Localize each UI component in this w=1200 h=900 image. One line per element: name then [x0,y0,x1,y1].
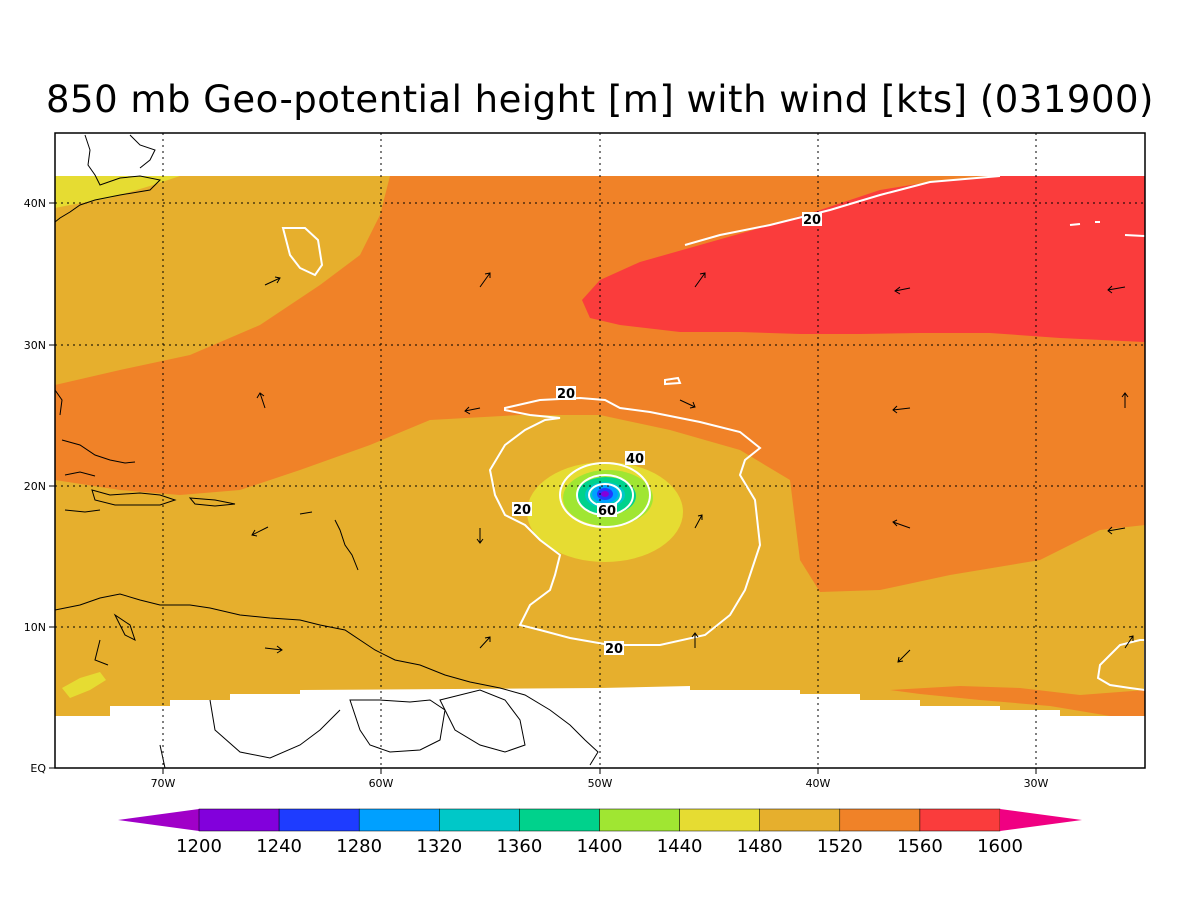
colorbar-label: 1440 [657,836,703,857]
lon-tick-label: 70W [151,777,176,790]
wind-vectors [251,272,1134,663]
coastlines [55,134,599,768]
lat-tick-label: 40N [24,197,46,210]
lon-tick-labels: 70W 60W 50W 40W 30W [151,777,1049,790]
colorbar-label: 1560 [897,836,943,857]
contour-label: 20 [513,503,531,518]
colorbar-label: 1320 [416,836,462,857]
colorbar-label: 1520 [817,836,863,857]
colorbar-label: 1400 [577,836,623,857]
colorbar-bin [198,808,280,832]
contour-label: 40 [626,452,644,467]
field-1480-sa [62,672,106,698]
lon-tick-label: 40W [806,777,831,790]
colorbar-bin [919,808,1001,832]
lon-tick-label: 50W [588,777,613,790]
field-1240-storm [601,491,609,497]
contour-label: 20 [557,387,575,402]
colorbar-bins [198,808,1001,832]
colorbar-bin [679,808,760,832]
colorbar: 1200 1240 1280 1320 1360 1400 1440 1480 1520 1560… [118,808,1082,857]
contour-label: 20 [605,642,623,657]
colorbar-bin [759,808,841,832]
lat-tick-label: 30N [24,339,46,352]
colorbar-label: 1600 [977,836,1023,857]
lat-tick-label: 10N [24,621,46,634]
colorbar-label: 1240 [256,836,302,857]
lat-tick-labels: 40N 30N 20N 10N EQ [24,197,47,775]
colorbar-bin [358,808,440,832]
colorbar-bin [599,808,680,832]
height-field [55,133,1145,768]
field-1560-south [890,686,1145,716]
colorbar-bin [439,808,520,832]
lat-tick-label: EQ [30,762,46,775]
colorbar-label: 1480 [737,836,783,857]
lat-tick-label: 20N [24,480,46,493]
contour-label: 20 [803,213,821,228]
lon-tick-label: 60W [369,777,394,790]
colorbar-high-end [1000,809,1082,831]
colorbar-bin [839,808,921,832]
wind-contour-labels: 20 20 20 20 40 60 [512,212,822,657]
colorbar-label: 1200 [176,836,222,857]
colorbar-bin [278,808,360,832]
colorbar-low-end [118,809,199,831]
colorbar-labels: 1200 1240 1280 1320 1360 1400 1440 1480 1520 1560… [176,836,1023,857]
colorbar-bin [519,808,600,832]
contour-label: 60 [598,504,616,519]
colorbar-label: 1360 [496,836,542,857]
field-1600 [582,176,1145,342]
graticule [55,133,1145,768]
lon-tick-label: 30W [1024,777,1049,790]
colorbar-label: 1280 [336,836,382,857]
field-1480-north [55,176,180,208]
tick-marks [49,202,1037,774]
page-title: 850 mb Geo-potential height [m] with win… [46,78,1154,121]
